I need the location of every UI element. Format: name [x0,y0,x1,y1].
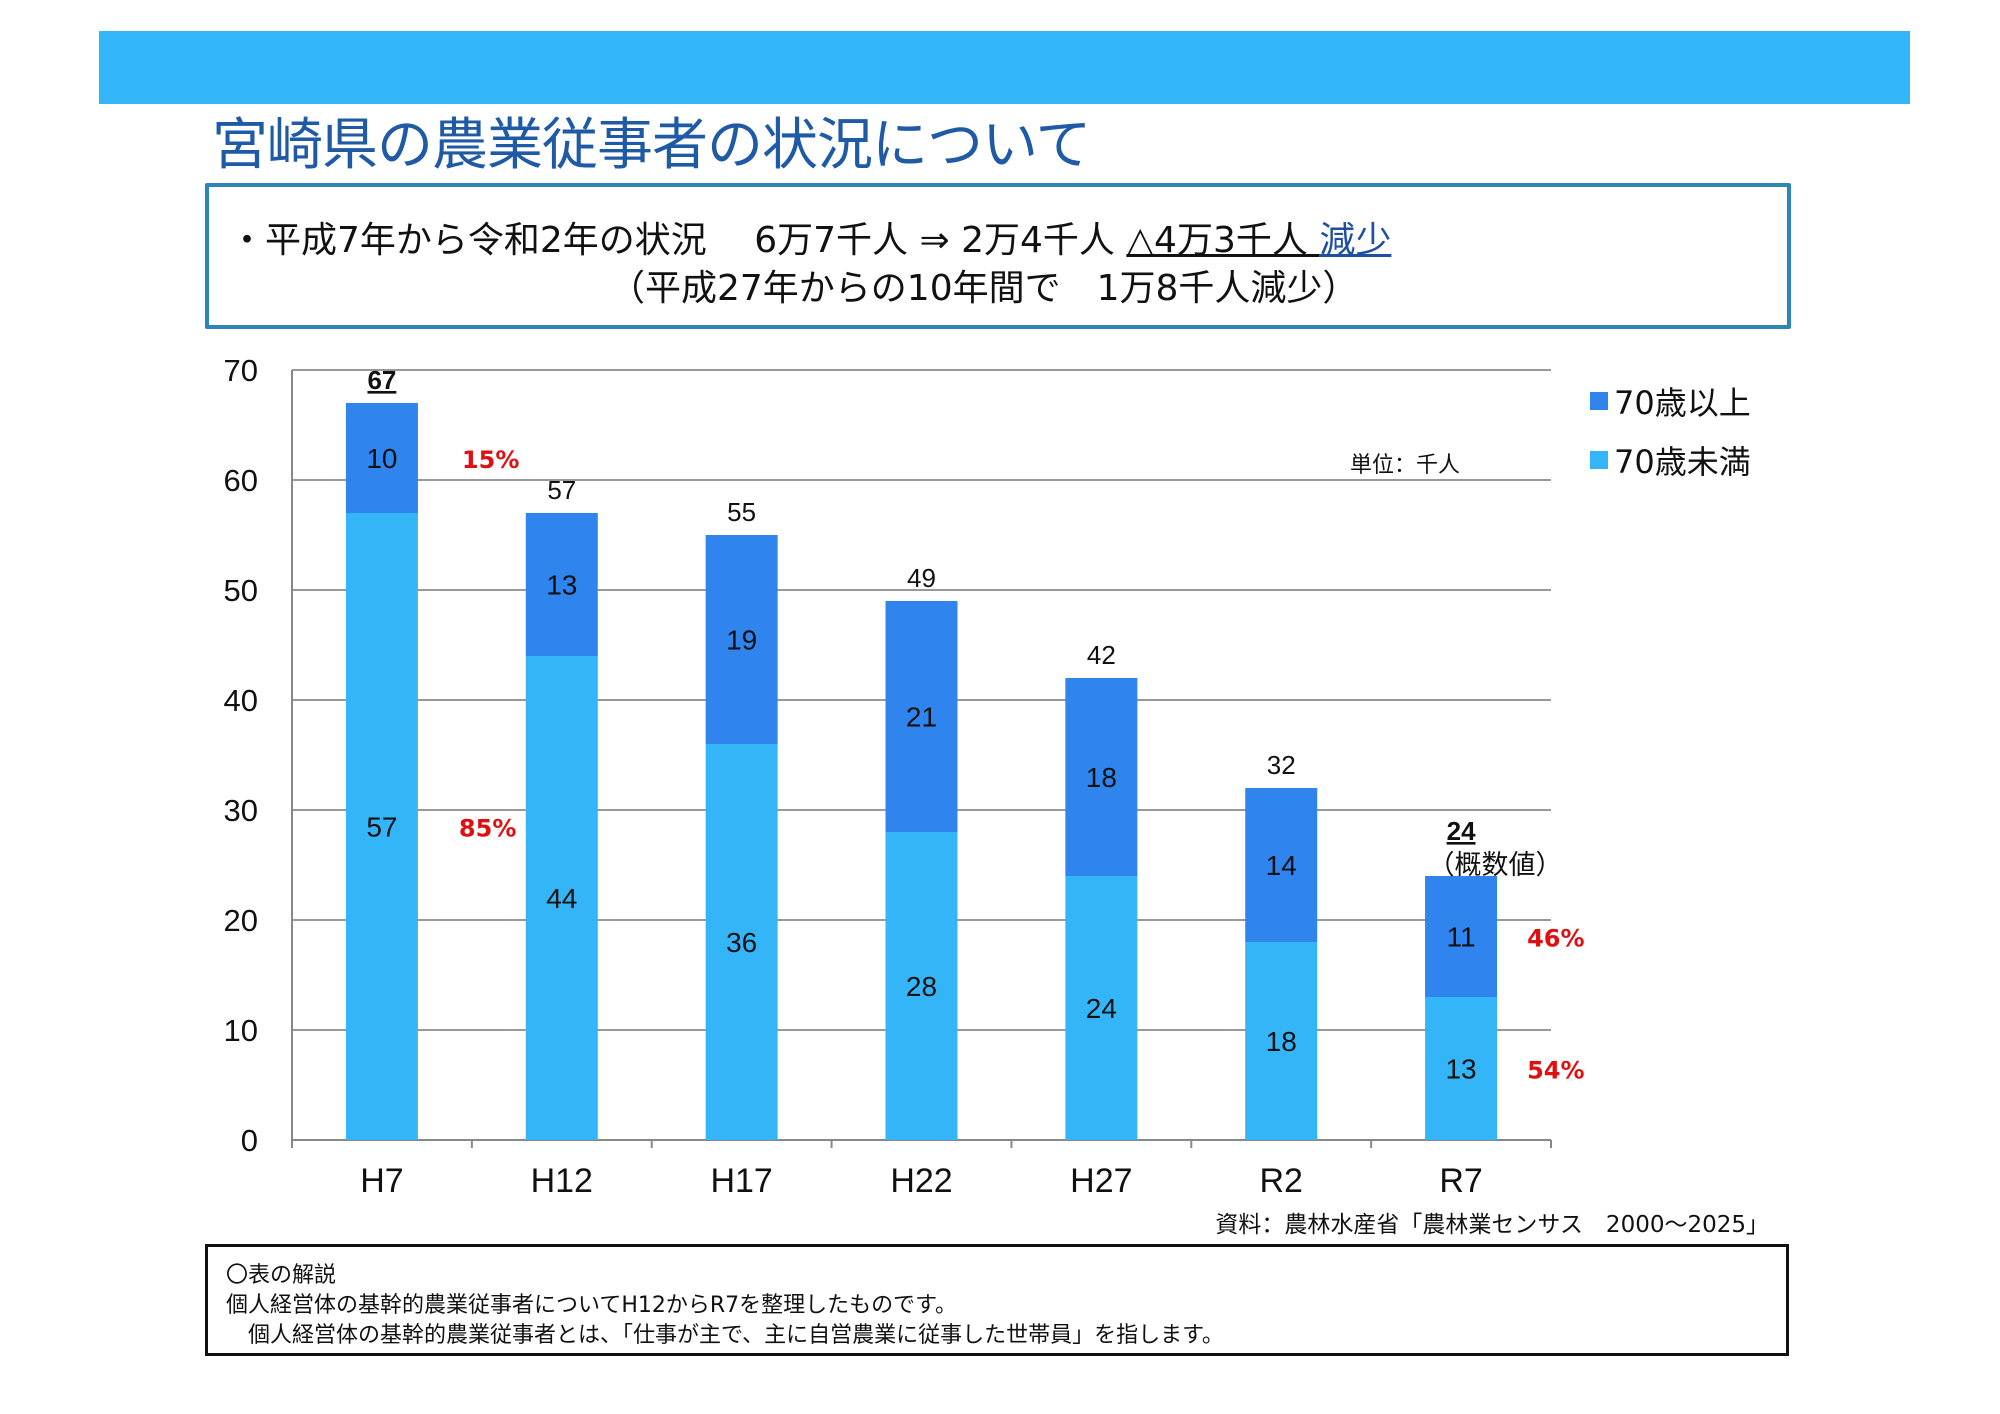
data-label: 19 [726,625,757,656]
legend-label: 70歳以上 [1614,384,1751,422]
bar-segment [345,513,418,1140]
x-tick-label: R2 [1259,1162,1302,1200]
total-label: 57 [547,475,576,505]
bar-segment [1425,876,1498,997]
bar-segment [1425,997,1498,1140]
note-box: 〇表の解説 個人経営体の基幹的農業従事者についてH12からR7を整理したものです… [205,1244,1789,1356]
y-tick-label: 10 [224,1013,258,1048]
data-label: 18 [1086,762,1117,793]
summary-box: ・平成7年から令和2年の状況 6万7千人 ⇒ 2万4千人 △4万3千人 減少 （… [205,183,1791,329]
x-tick-label: H17 [710,1162,772,1200]
legend-label: 70歳未満 [1614,443,1751,481]
source-label: 資料：農林水産省「農林業センサス 2000～2025」 [1215,1212,1769,1238]
data-label: 10 [366,443,397,474]
x-tick-label: R7 [1439,1162,1482,1200]
data-label: 13 [546,570,577,601]
unit-label: 単位：千人 [1350,453,1460,478]
data-label: 13 [1445,1054,1476,1085]
bar-segment [1065,678,1138,876]
y-tick-label: 70 [224,353,258,388]
bar-segment [705,744,778,1140]
total-label: 67 [367,365,396,395]
y-tick-label: 0 [241,1123,258,1158]
note-line-2: 個人経営体の基幹的農業従事者とは、「仕事が主で、主に自営農業に従事した世帯員」を… [226,1323,1224,1348]
pct-label: 54% [1527,1057,1584,1085]
x-tick-label: H22 [890,1162,952,1200]
legend-swatch [1590,451,1608,469]
total-label: 42 [1087,640,1116,670]
bar-segment [525,513,598,656]
bar-segment [705,535,778,744]
data-label: 11 [1447,922,1476,953]
y-tick-label: 30 [224,793,258,828]
pct-label: 15% [462,446,519,474]
bar-segment [885,601,958,832]
header-bar [99,31,1910,104]
total-label: 32 [1267,750,1296,780]
approx-note: （概数値） [1428,850,1563,881]
total-label: 24 [1447,816,1476,846]
total-label: 55 [727,497,756,527]
y-tick-label: 40 [224,683,258,718]
summary-line-1: ・平成7年から令和2年の状況 6万7千人 ⇒ 2万4千人 △4万3千人 減少 [229,211,1391,263]
bar-segment [1065,876,1138,1140]
data-label: 18 [1266,1026,1297,1057]
summary-prefix: ・平成7年から令和2年の状況 6万7千人 ⇒ 2万4千人 [229,220,1127,261]
data-label: 28 [906,971,937,1002]
x-tick-label: H27 [1070,1162,1132,1200]
pct-label: 46% [1527,925,1584,953]
page-title: 宮崎県の農業従事者の状況について [212,113,1091,178]
summary-line-2: （平成27年からの10年間で 1万8千人減少） [609,268,1359,309]
legend-swatch [1590,392,1608,410]
data-label: 24 [1086,993,1117,1024]
note-line-1: 個人経営体の基幹的農業従事者についてH12からR7を整理したものです。 [226,1293,957,1318]
data-label: 36 [726,927,757,958]
total-label: 49 [907,563,936,593]
data-label: 44 [546,883,577,914]
x-tick-label: H12 [531,1162,593,1200]
bar-segment [1245,788,1318,942]
note-heading: 〇表の解説 [226,1263,337,1288]
y-tick-label: 50 [224,573,258,608]
y-tick-label: 20 [224,903,258,938]
data-label: 14 [1266,850,1297,881]
y-tick-label: 60 [224,463,258,498]
x-tick-label: H7 [360,1162,403,1200]
bar-segment [345,403,418,513]
bar-segment [525,656,598,1140]
pct-label: 85% [459,815,516,843]
bar-segment [885,832,958,1140]
data-label: 21 [906,702,937,733]
summary-change: △4万3千人 [1126,220,1320,261]
bar-segment [1245,942,1318,1140]
summary-decrease: 減少 [1319,220,1392,261]
data-label: 57 [366,812,397,843]
